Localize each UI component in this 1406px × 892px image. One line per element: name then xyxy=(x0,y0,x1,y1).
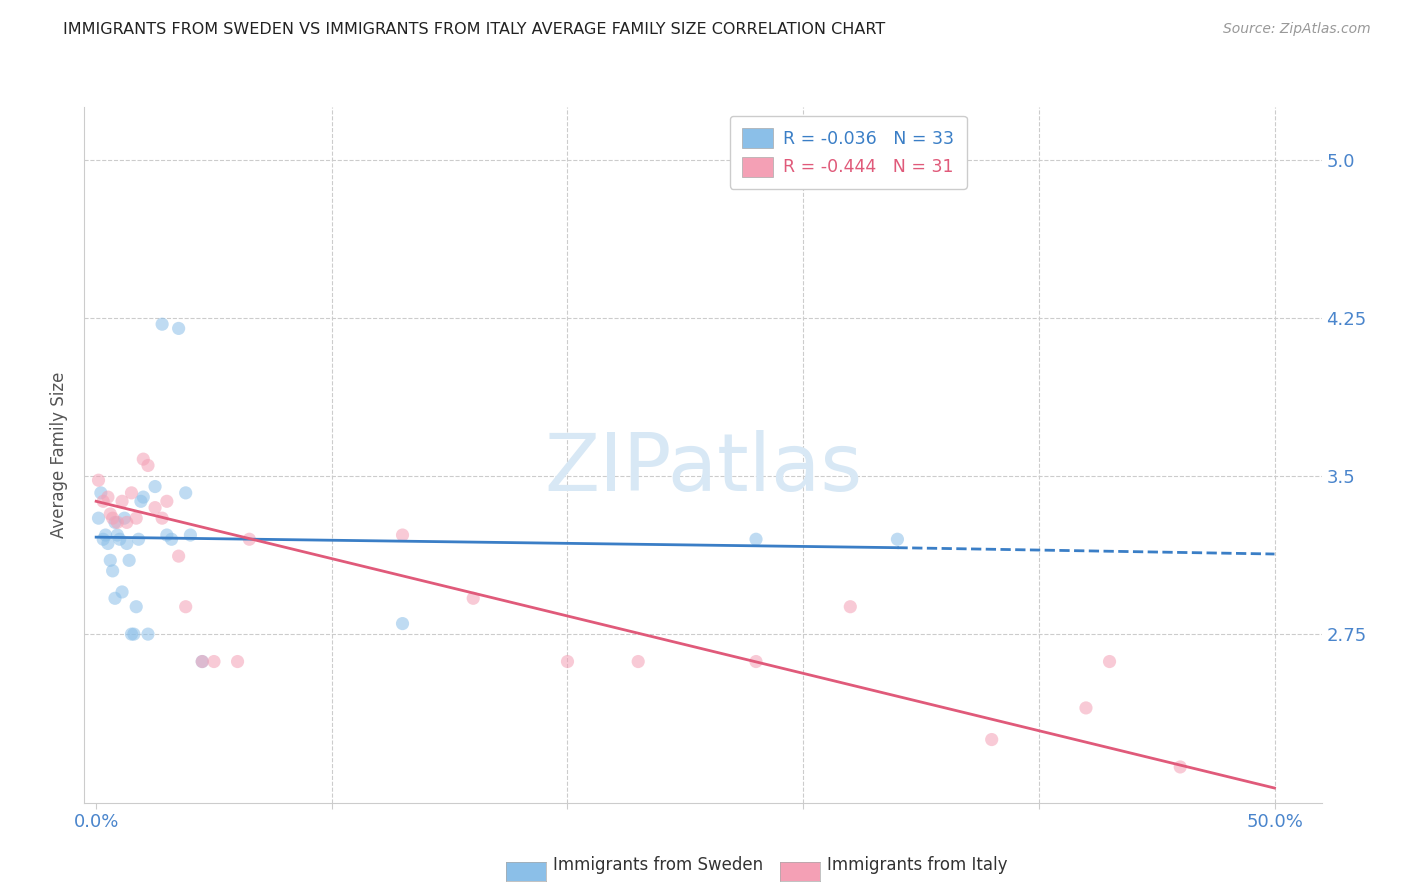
Point xyxy=(745,655,768,669)
Point xyxy=(238,533,260,547)
Point xyxy=(121,486,143,500)
Point xyxy=(156,494,179,508)
Point xyxy=(97,490,120,504)
Point xyxy=(150,511,173,525)
Point xyxy=(143,479,166,493)
Point xyxy=(143,500,166,515)
Point xyxy=(463,591,485,606)
Point xyxy=(179,528,201,542)
Point xyxy=(125,511,148,525)
Point xyxy=(391,616,413,631)
Point xyxy=(115,536,138,550)
Point xyxy=(132,490,155,504)
Text: ZIPatlas: ZIPatlas xyxy=(544,430,862,508)
Text: 0.0%: 0.0% xyxy=(73,814,120,831)
Point xyxy=(980,732,1002,747)
Point xyxy=(105,528,128,542)
Point xyxy=(98,507,121,521)
Legend: R = -0.036   N = 33, R = -0.444   N = 31: R = -0.036 N = 33, R = -0.444 N = 31 xyxy=(730,116,966,189)
Point xyxy=(125,599,148,614)
Point xyxy=(104,591,127,606)
Point xyxy=(112,511,135,525)
Point xyxy=(90,486,112,500)
Point xyxy=(167,321,190,335)
Point xyxy=(136,458,159,473)
Point xyxy=(557,655,579,669)
Point xyxy=(150,317,173,331)
Point xyxy=(97,536,120,550)
Point xyxy=(94,528,117,542)
Point xyxy=(226,655,249,669)
Point xyxy=(191,655,214,669)
Point xyxy=(101,564,124,578)
Point xyxy=(156,528,179,542)
Point xyxy=(87,511,110,525)
Point xyxy=(129,494,152,508)
Point xyxy=(391,528,413,542)
Text: Immigrants from Sweden: Immigrants from Sweden xyxy=(553,856,762,874)
Point xyxy=(174,486,197,500)
Point xyxy=(104,516,127,530)
Point xyxy=(87,473,110,487)
Text: 50.0%: 50.0% xyxy=(1246,814,1303,831)
Point xyxy=(167,549,190,563)
Point xyxy=(128,533,150,547)
Point xyxy=(1168,760,1191,774)
Point xyxy=(886,533,908,547)
Point xyxy=(122,627,145,641)
Point xyxy=(98,553,121,567)
Point xyxy=(174,599,197,614)
Point xyxy=(111,494,134,508)
Point xyxy=(132,452,155,467)
Point xyxy=(91,494,114,508)
Point xyxy=(627,655,650,669)
Point xyxy=(136,627,159,641)
Point xyxy=(105,516,128,530)
Point xyxy=(108,533,131,547)
Text: Immigrants from Italy: Immigrants from Italy xyxy=(827,856,1007,874)
Point xyxy=(91,533,114,547)
Y-axis label: Average Family Size: Average Family Size xyxy=(51,372,69,538)
Point xyxy=(745,533,768,547)
Point xyxy=(118,553,141,567)
Point xyxy=(101,511,124,525)
Point xyxy=(160,533,183,547)
Point xyxy=(121,627,143,641)
Point xyxy=(111,585,134,599)
Point xyxy=(1098,655,1121,669)
Text: Source: ZipAtlas.com: Source: ZipAtlas.com xyxy=(1223,22,1371,37)
Point xyxy=(839,599,862,614)
Text: IMMIGRANTS FROM SWEDEN VS IMMIGRANTS FROM ITALY AVERAGE FAMILY SIZE CORRELATION : IMMIGRANTS FROM SWEDEN VS IMMIGRANTS FRO… xyxy=(63,22,886,37)
Point xyxy=(115,516,138,530)
Point xyxy=(191,655,214,669)
Point xyxy=(1074,701,1097,715)
Point xyxy=(202,655,225,669)
